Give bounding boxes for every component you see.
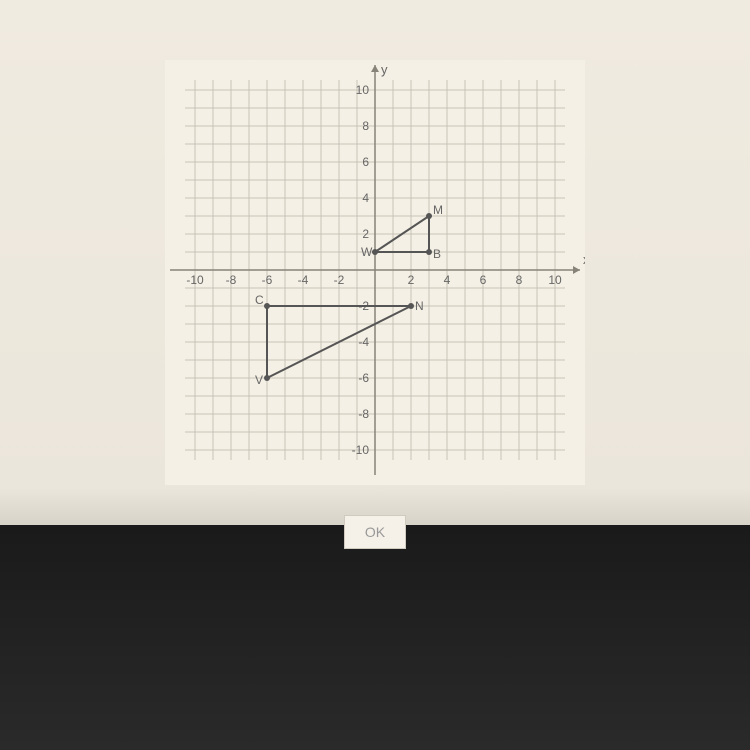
svg-text:V: V: [255, 373, 263, 387]
svg-text:-8: -8: [358, 407, 369, 421]
svg-text:4: 4: [362, 191, 369, 205]
svg-text:C: C: [255, 293, 264, 307]
svg-text:-8: -8: [226, 273, 237, 287]
svg-text:M: M: [433, 203, 443, 217]
svg-text:6: 6: [362, 155, 369, 169]
svg-text:-10: -10: [186, 273, 204, 287]
svg-text:-2: -2: [334, 273, 345, 287]
svg-text:2: 2: [362, 227, 369, 241]
svg-text:4: 4: [444, 273, 451, 287]
svg-text:-6: -6: [262, 273, 273, 287]
svg-text:N: N: [415, 299, 424, 313]
ok-button[interactable]: OK: [344, 515, 406, 549]
svg-text:-4: -4: [358, 335, 369, 349]
svg-text:8: 8: [362, 119, 369, 133]
svg-text:8: 8: [516, 273, 523, 287]
svg-text:2: 2: [408, 273, 415, 287]
svg-text:6: 6: [480, 273, 487, 287]
svg-text:-4: -4: [298, 273, 309, 287]
svg-text:-10: -10: [352, 443, 370, 457]
svg-text:W: W: [361, 245, 373, 259]
svg-text:10: 10: [548, 273, 562, 287]
svg-text:-6: -6: [358, 371, 369, 385]
svg-text:y: y: [381, 62, 388, 77]
svg-text:B: B: [433, 247, 441, 261]
chart-container: -10-8-6-4-2246810-10-8-6-4-2246810xyWMBC…: [165, 60, 585, 485]
svg-text:x: x: [583, 252, 585, 267]
coordinate-plane: -10-8-6-4-2246810-10-8-6-4-2246810xyWMBC…: [165, 60, 585, 480]
svg-text:10: 10: [356, 83, 370, 97]
